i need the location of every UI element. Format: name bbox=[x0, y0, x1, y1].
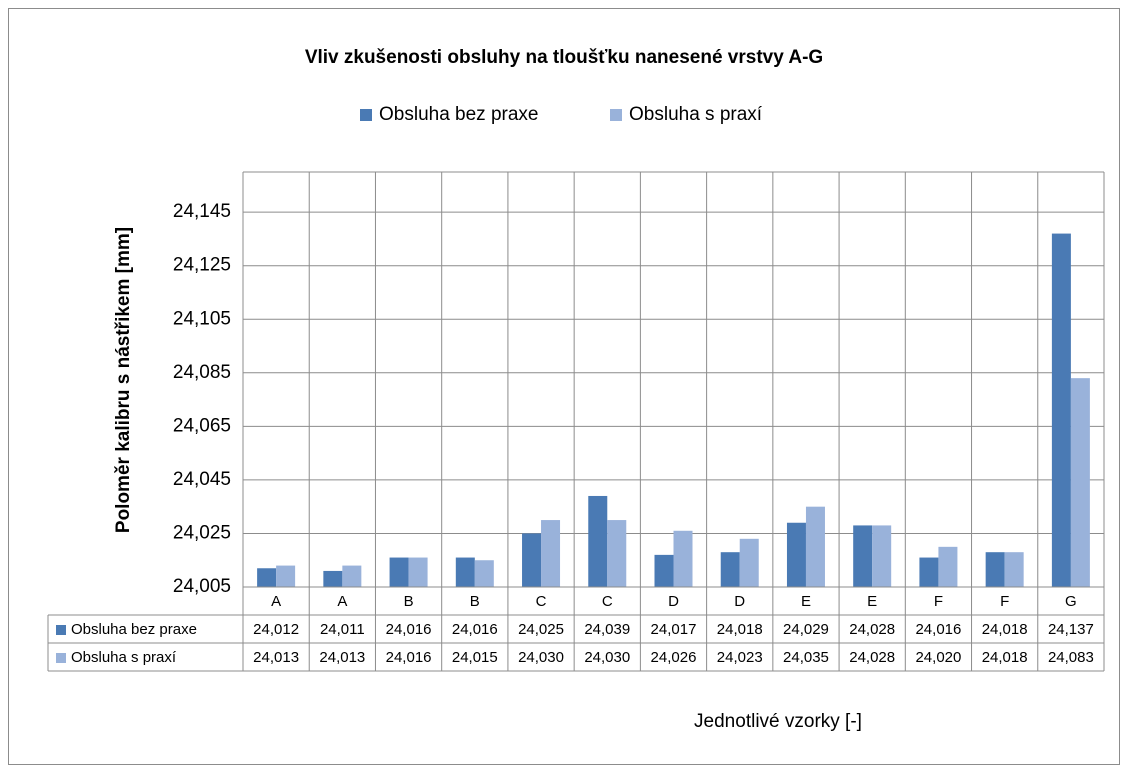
bar bbox=[408, 557, 428, 587]
table-value: 24,013 bbox=[253, 649, 299, 666]
bar bbox=[389, 557, 409, 587]
bar bbox=[739, 538, 759, 587]
table-value: 24,017 bbox=[651, 621, 697, 638]
x-tick-label: A bbox=[337, 593, 347, 610]
x-tick-label: A bbox=[271, 593, 281, 610]
legend-key bbox=[56, 653, 66, 663]
table-value: 24,025 bbox=[518, 621, 564, 638]
x-tick-label: E bbox=[801, 593, 811, 610]
bar bbox=[919, 557, 939, 587]
table-series-name: Obsluha bez praxe bbox=[71, 621, 197, 638]
bar bbox=[938, 546, 958, 587]
bar bbox=[541, 520, 561, 587]
bar bbox=[1051, 233, 1071, 588]
bar bbox=[1004, 552, 1024, 587]
bar bbox=[323, 570, 343, 587]
bar bbox=[257, 568, 277, 587]
x-tick-label: F bbox=[934, 593, 943, 610]
bar bbox=[673, 530, 693, 587]
bar bbox=[1070, 378, 1090, 587]
x-tick-label: D bbox=[734, 593, 745, 610]
table-value: 24,083 bbox=[1048, 649, 1094, 666]
table-value: 24,026 bbox=[651, 649, 697, 666]
x-axis-title: Jednotlivé vzorky [-] bbox=[694, 711, 862, 732]
bar bbox=[853, 525, 873, 587]
table-value: 24,012 bbox=[253, 621, 299, 638]
table-value: 24,030 bbox=[584, 649, 630, 666]
y-tick-label: 24,045 bbox=[173, 469, 231, 490]
table-value: 24,016 bbox=[386, 621, 432, 638]
x-tick-label: E bbox=[867, 593, 877, 610]
y-tick-label: 24,005 bbox=[173, 576, 231, 597]
y-tick-label: 24,025 bbox=[173, 522, 231, 543]
table-value: 24,030 bbox=[518, 649, 564, 666]
table-value: 24,039 bbox=[584, 621, 630, 638]
table-value: 24,028 bbox=[849, 621, 895, 638]
table-value: 24,137 bbox=[1048, 621, 1094, 638]
legend-key bbox=[56, 625, 66, 635]
table-value: 24,023 bbox=[717, 649, 763, 666]
table-value: 24,035 bbox=[783, 649, 829, 666]
x-tick-label: C bbox=[536, 593, 547, 610]
x-tick-label: C bbox=[602, 593, 613, 610]
bar bbox=[786, 522, 806, 587]
bar bbox=[276, 565, 296, 587]
legend-label: Obsluha bez praxe bbox=[379, 104, 539, 125]
bar bbox=[872, 525, 892, 587]
x-tick-label: D bbox=[668, 593, 679, 610]
table-value: 24,018 bbox=[717, 621, 763, 638]
table-value: 24,020 bbox=[915, 649, 961, 666]
legend-key bbox=[610, 109, 622, 121]
legend-label: Obsluha s praxí bbox=[629, 104, 763, 125]
bar bbox=[588, 495, 608, 587]
y-tick-label: 24,105 bbox=[173, 308, 231, 329]
bar bbox=[805, 506, 825, 587]
y-tick-label: 24,065 bbox=[173, 415, 231, 436]
x-tick-label: B bbox=[470, 593, 480, 610]
table-value: 24,028 bbox=[849, 649, 895, 666]
y-tick-label: 24,085 bbox=[173, 362, 231, 383]
y-tick-label: 24,125 bbox=[173, 255, 231, 276]
x-tick-label: G bbox=[1065, 593, 1077, 610]
table-value: 24,013 bbox=[319, 649, 365, 666]
bar bbox=[607, 520, 627, 587]
table-value: 24,011 bbox=[320, 621, 365, 638]
table-value: 24,029 bbox=[783, 621, 829, 638]
table-value: 24,016 bbox=[452, 621, 498, 638]
legend-key bbox=[360, 109, 372, 121]
bar bbox=[342, 565, 362, 587]
bar bbox=[455, 557, 475, 587]
table-value: 24,015 bbox=[452, 649, 498, 666]
y-axis-title: Poloměr kalibru s nástřikem [mm] bbox=[113, 227, 134, 533]
bar bbox=[654, 554, 674, 587]
table-value: 24,018 bbox=[982, 649, 1028, 666]
table-value: 24,016 bbox=[915, 621, 961, 638]
table-series-name: Obsluha s praxí bbox=[71, 649, 177, 666]
bar bbox=[474, 560, 494, 587]
chart-title: Vliv zkušenosti obsluhy na tloušťku nane… bbox=[305, 47, 823, 68]
bar bbox=[985, 552, 1005, 587]
x-tick-label: F bbox=[1000, 593, 1009, 610]
chart-border bbox=[8, 8, 1120, 765]
bar bbox=[720, 552, 740, 587]
bar bbox=[522, 533, 542, 587]
y-tick-label: 24,145 bbox=[173, 201, 231, 222]
table-value: 24,018 bbox=[982, 621, 1028, 638]
x-tick-label: B bbox=[404, 593, 414, 610]
table-value: 24,016 bbox=[386, 649, 432, 666]
